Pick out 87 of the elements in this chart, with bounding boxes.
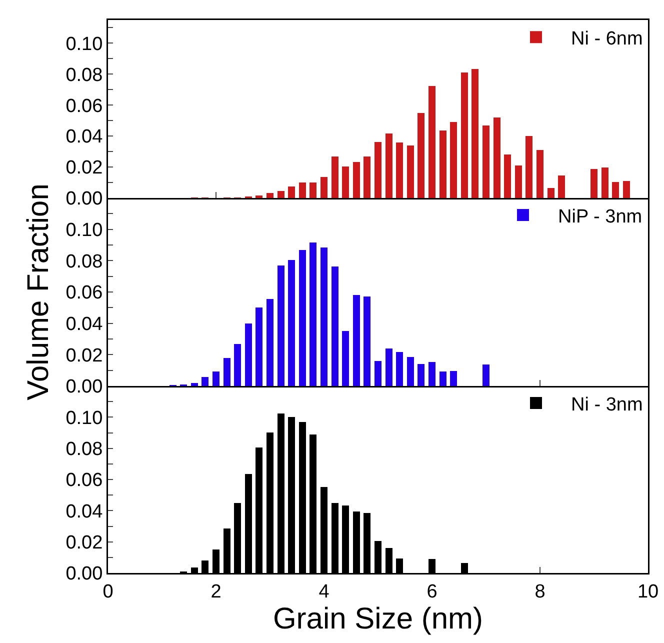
- y-tick-label: 0.06: [66, 282, 103, 304]
- y-tick-label: 0.08: [66, 438, 103, 460]
- y-tick-label: 0.02: [66, 532, 103, 554]
- bar: [590, 169, 598, 198]
- y-tick-label: 0.00: [66, 564, 103, 585]
- bar: [460, 72, 468, 198]
- y-tick-label: 0.06: [66, 470, 103, 492]
- bar: [352, 295, 360, 386]
- bar: [418, 112, 425, 198]
- y-tick-label: 0.10: [66, 220, 103, 241]
- bar: [439, 130, 446, 198]
- bar: [342, 331, 350, 386]
- bar: [310, 182, 317, 198]
- bar: [352, 162, 360, 198]
- bar: [406, 356, 414, 386]
- bar: [234, 344, 242, 386]
- bar: [493, 118, 500, 198]
- bar: [277, 265, 284, 386]
- bar: [536, 150, 544, 198]
- bar: [374, 360, 382, 386]
- bar: [212, 372, 220, 386]
- bar: [514, 166, 522, 198]
- bar: [277, 190, 284, 198]
- bar: [310, 242, 317, 386]
- bar: [418, 364, 425, 386]
- bar: [450, 370, 458, 386]
- y-tick-label: 0.02: [66, 345, 103, 366]
- bar: [450, 122, 458, 198]
- legend-label: Ni - 3nm: [571, 394, 643, 416]
- bar: [320, 176, 328, 198]
- x-tick-label: 10: [637, 581, 659, 602]
- y-tick-label: 0.04: [66, 126, 104, 148]
- y-tick-label: 0.04: [66, 314, 104, 335]
- bar: [320, 248, 328, 386]
- bar: [298, 250, 306, 386]
- x-tick-label: 0: [102, 581, 114, 602]
- bar: [396, 352, 404, 386]
- bar: [223, 358, 230, 386]
- x-axis-title: Grain Size (nm): [272, 602, 484, 636]
- bar: [202, 377, 209, 386]
- x-tick-label: 8: [534, 581, 546, 602]
- legend-label: Ni - 6nm: [571, 28, 643, 50]
- bar: [331, 156, 338, 198]
- y-tick-label: 0.00: [66, 188, 103, 210]
- bar: [244, 323, 252, 386]
- bar: [482, 125, 490, 198]
- bar: [331, 266, 338, 386]
- y-axis-title: Volume Fraction: [22, 184, 55, 400]
- bar: [547, 188, 554, 198]
- bar: [288, 186, 296, 198]
- bar: [266, 298, 274, 386]
- y-tick-label: 0.10: [66, 408, 103, 429]
- bar: [439, 372, 446, 386]
- bar: [406, 145, 414, 198]
- bar: [298, 182, 306, 198]
- legend-label: NiP - 3nm: [558, 206, 642, 228]
- bar: [396, 142, 404, 198]
- bar: [612, 182, 620, 198]
- y-tick-label: 0.08: [66, 251, 103, 272]
- bar: [190, 382, 198, 386]
- y-tick-label: 0.00: [66, 376, 103, 398]
- bar: [622, 180, 630, 198]
- bar: [385, 348, 392, 386]
- x-tick-label: 6: [426, 581, 438, 602]
- y-tick-label: 0.04: [66, 501, 104, 522]
- bar: [364, 156, 371, 198]
- bar: [482, 364, 490, 386]
- bar: [504, 154, 512, 198]
- bar: [558, 176, 566, 198]
- bar: [472, 68, 479, 198]
- bar: [266, 193, 274, 198]
- y-tick-label: 0.06: [66, 96, 103, 117]
- bar: [342, 166, 350, 198]
- bar: [256, 308, 263, 386]
- y-tick-label: 0.08: [66, 64, 103, 86]
- bar: [364, 296, 371, 386]
- bar: [385, 133, 392, 198]
- bar: [601, 167, 608, 198]
- y-tick-label: 0.02: [66, 158, 103, 179]
- bar: [428, 86, 436, 198]
- bar: [428, 362, 436, 386]
- x-tick-label: 2: [210, 581, 222, 602]
- y-tick-label: 0.10: [66, 34, 103, 55]
- bar: [374, 142, 382, 198]
- x-tick-label: 4: [318, 581, 330, 602]
- bar: [526, 136, 533, 198]
- bar: [288, 260, 296, 386]
